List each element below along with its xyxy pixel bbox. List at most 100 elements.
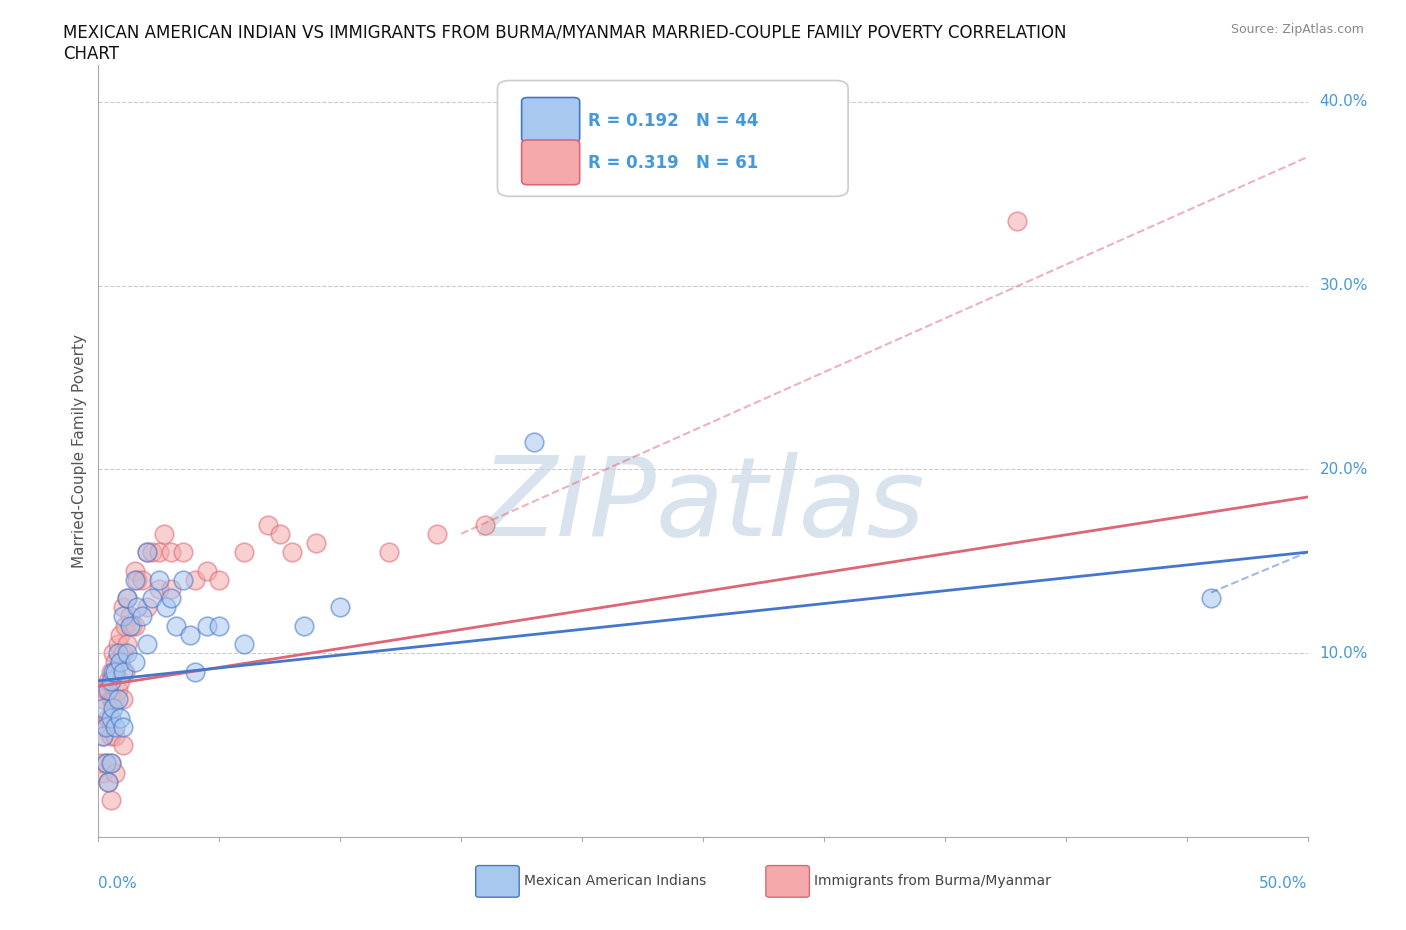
Point	[111, 600, 134, 615]
Point	[90, 756, 112, 771]
Point	[281, 545, 304, 560]
Point	[111, 719, 134, 734]
Point	[148, 545, 170, 560]
Point	[124, 563, 146, 578]
Point	[148, 572, 170, 587]
Point	[117, 591, 139, 605]
Point	[97, 683, 120, 698]
Point	[100, 728, 122, 743]
Text: 20.0%: 20.0%	[1320, 462, 1368, 477]
Point	[377, 545, 399, 560]
Point	[100, 756, 122, 771]
Point	[160, 591, 183, 605]
Text: R = 0.319   N = 61: R = 0.319 N = 61	[588, 154, 758, 172]
Point	[91, 765, 114, 780]
Point	[124, 572, 146, 587]
Point	[94, 719, 117, 734]
Point	[195, 563, 218, 578]
Text: 0.0%: 0.0%	[98, 876, 138, 891]
Text: Immigrants from Burma/Myanmar: Immigrants from Burma/Myanmar	[814, 874, 1052, 888]
Point	[184, 572, 207, 587]
Point	[100, 756, 122, 771]
Point	[269, 526, 291, 541]
Point	[124, 618, 146, 633]
Point	[107, 683, 129, 698]
Point	[114, 664, 136, 679]
Point	[101, 701, 124, 716]
Point	[101, 664, 124, 679]
Point	[172, 545, 194, 560]
Point	[135, 600, 157, 615]
Point	[100, 664, 122, 679]
FancyBboxPatch shape	[766, 866, 810, 897]
FancyBboxPatch shape	[522, 98, 579, 142]
Point	[111, 737, 134, 752]
Point	[117, 645, 139, 660]
Point	[152, 526, 174, 541]
Point	[91, 692, 114, 707]
FancyBboxPatch shape	[498, 81, 848, 196]
Point	[100, 792, 122, 807]
Text: CHART: CHART	[63, 45, 120, 62]
Point	[91, 728, 114, 743]
Text: 10.0%: 10.0%	[1320, 645, 1368, 660]
Point	[141, 591, 163, 605]
FancyBboxPatch shape	[475, 866, 519, 897]
Point	[121, 618, 143, 633]
Point	[305, 536, 328, 551]
Text: R = 0.192   N = 44: R = 0.192 N = 44	[588, 112, 759, 129]
Point	[232, 637, 254, 652]
Point	[131, 609, 153, 624]
Point	[104, 692, 127, 707]
Text: 30.0%: 30.0%	[1320, 278, 1368, 293]
Text: MEXICAN AMERICAN INDIAN VS IMMIGRANTS FROM BURMA/MYANMAR MARRIED-COUPLE FAMILY P: MEXICAN AMERICAN INDIAN VS IMMIGRANTS FR…	[63, 23, 1067, 41]
Point	[94, 756, 117, 771]
Point	[117, 591, 139, 605]
Point	[1007, 214, 1029, 229]
Point	[184, 664, 207, 679]
Point	[474, 517, 496, 532]
Point	[135, 637, 157, 652]
Point	[118, 609, 141, 624]
Point	[104, 719, 127, 734]
Point	[155, 600, 177, 615]
Text: ZIPatlas: ZIPatlas	[481, 452, 925, 559]
Point	[114, 618, 136, 633]
Point	[111, 609, 134, 624]
Point	[232, 545, 254, 560]
Point	[91, 701, 114, 716]
Point	[90, 719, 112, 734]
Point	[94, 719, 117, 734]
Point	[523, 434, 546, 449]
Point	[256, 517, 278, 532]
Point	[97, 711, 120, 725]
FancyBboxPatch shape	[522, 140, 579, 185]
Point	[292, 618, 315, 633]
Point	[131, 572, 153, 587]
Point	[172, 572, 194, 587]
Point	[107, 692, 129, 707]
Point	[97, 775, 120, 790]
Point	[329, 600, 352, 615]
Point	[426, 526, 449, 541]
Point	[160, 545, 183, 560]
Y-axis label: Married-Couple Family Poverty: Married-Couple Family Poverty	[72, 334, 87, 568]
Text: 50.0%: 50.0%	[1260, 876, 1308, 891]
Text: Source: ZipAtlas.com: Source: ZipAtlas.com	[1230, 23, 1364, 36]
Point	[111, 645, 134, 660]
Point	[135, 545, 157, 560]
Point	[100, 692, 122, 707]
Point	[111, 692, 134, 707]
Point	[97, 775, 120, 790]
Point	[208, 572, 231, 587]
Point	[118, 618, 141, 633]
Point	[107, 637, 129, 652]
Point	[100, 711, 122, 725]
Point	[195, 618, 218, 633]
Point	[108, 711, 131, 725]
Point	[107, 645, 129, 660]
Point	[127, 600, 149, 615]
Point	[104, 728, 127, 743]
Point	[101, 692, 124, 707]
Point	[165, 618, 187, 633]
